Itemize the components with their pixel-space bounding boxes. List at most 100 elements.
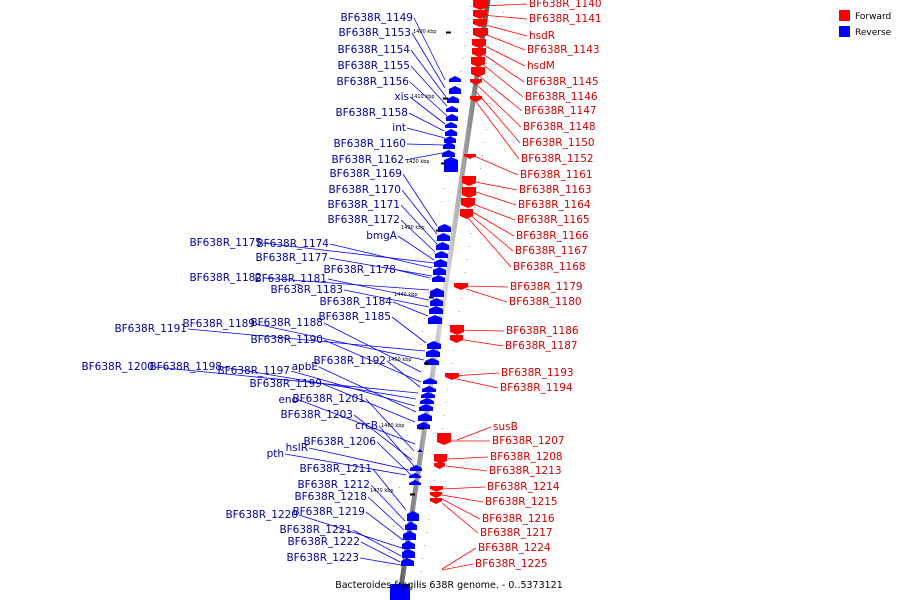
forward-gene-label[interactable]: BF638R_1165 bbox=[517, 214, 590, 226]
reverse-gene-arrow[interactable] bbox=[446, 106, 458, 112]
reverse-gene-label[interactable]: BF638R_1174 bbox=[256, 238, 329, 250]
reverse-gene-label[interactable]: crcB bbox=[355, 420, 378, 432]
reverse-gene-arrow[interactable] bbox=[435, 251, 448, 258]
forward-gene-label[interactable]: BF638R_1187 bbox=[505, 340, 578, 352]
forward-gene-arrow[interactable] bbox=[470, 96, 482, 102]
forward-gene-label[interactable]: BF638R_1180 bbox=[509, 296, 582, 308]
reverse-gene-arrow[interactable] bbox=[403, 531, 416, 540]
forward-gene-label[interactable]: BF638R_1217 bbox=[480, 527, 553, 539]
reverse-gene-arrow[interactable] bbox=[430, 298, 443, 306]
forward-gene-arrow[interactable] bbox=[471, 57, 485, 67]
forward-gene-arrow[interactable] bbox=[454, 283, 468, 290]
forward-gene-label[interactable]: BF638R_1147 bbox=[524, 105, 597, 117]
forward-gene-arrow[interactable] bbox=[430, 486, 443, 492]
reverse-gene-arrow[interactable] bbox=[449, 76, 461, 82]
reverse-gene-arrow[interactable] bbox=[422, 386, 436, 392]
forward-gene-label[interactable]: BF638R_1179 bbox=[510, 281, 583, 293]
reverse-gene-arrow[interactable] bbox=[410, 465, 422, 471]
reverse-gene-label[interactable]: BF638R_1172 bbox=[327, 214, 400, 226]
reverse-gene-arrow[interactable] bbox=[447, 96, 459, 103]
reverse-gene-arrow[interactable] bbox=[436, 242, 449, 250]
forward-gene-label[interactable]: BF638R_1215 bbox=[485, 496, 558, 508]
forward-gene-label[interactable]: BF638R_1145 bbox=[526, 76, 599, 88]
forward-gene-label[interactable]: susB bbox=[493, 421, 518, 433]
reverse-gene-label[interactable]: apbE bbox=[292, 361, 318, 373]
reverse-gene-arrow[interactable] bbox=[443, 142, 455, 149]
reverse-gene-label[interactable]: BF638R_1162 bbox=[331, 154, 404, 166]
reverse-gene-arrow[interactable] bbox=[402, 541, 415, 549]
forward-gene-arrow[interactable] bbox=[473, 19, 487, 27]
reverse-gene-label[interactable]: int bbox=[392, 122, 406, 134]
forward-gene-arrow[interactable] bbox=[462, 187, 476, 198]
reverse-gene-arrow[interactable] bbox=[432, 275, 445, 282]
reverse-gene-arrow[interactable] bbox=[446, 114, 458, 121]
forward-gene-label[interactable]: BF638R_1143 bbox=[527, 44, 600, 56]
forward-gene-label[interactable]: BF638R_1194 bbox=[500, 382, 573, 394]
reverse-gene-arrow[interactable] bbox=[426, 349, 440, 357]
reverse-gene-arrow[interactable] bbox=[445, 122, 457, 128]
forward-gene-arrow[interactable] bbox=[461, 198, 475, 208]
reverse-gene-label[interactable]: BF638R_1178 bbox=[323, 264, 396, 276]
forward-gene-arrow[interactable] bbox=[434, 454, 447, 464]
reverse-gene-label[interactable]: BF638R_1149 bbox=[340, 12, 413, 24]
reverse-gene-arrow[interactable] bbox=[409, 480, 421, 485]
forward-gene-label[interactable]: BF638R_1216 bbox=[482, 513, 555, 525]
forward-gene-label[interactable]: BF638R_1193 bbox=[501, 367, 574, 379]
forward-gene-arrow[interactable] bbox=[473, 28, 488, 38]
reverse-gene-arrow[interactable] bbox=[428, 315, 442, 324]
reverse-gene-label[interactable]: BF638R_1184 bbox=[319, 296, 392, 308]
reverse-gene-label[interactable]: BF638R_1191 bbox=[114, 323, 187, 335]
forward-gene-arrow[interactable] bbox=[470, 79, 482, 85]
reverse-gene-arrow[interactable] bbox=[444, 136, 456, 143]
reverse-gene-arrow[interactable] bbox=[429, 306, 443, 314]
reverse-gene-label[interactable]: BF638R_1156 bbox=[336, 76, 409, 88]
forward-gene-label[interactable]: BF638R_1148 bbox=[523, 121, 596, 133]
forward-gene-label[interactable]: BF638R_1141 bbox=[529, 13, 602, 25]
reverse-gene-label[interactable]: BF638R_1185 bbox=[318, 311, 391, 323]
reverse-gene-arrow[interactable] bbox=[444, 157, 458, 172]
reverse-gene-label[interactable]: BF638R_1199 bbox=[249, 378, 322, 390]
reverse-gene-label[interactable]: BF638R_1188 bbox=[250, 317, 323, 329]
reverse-gene-label[interactable]: BF638R_1203 bbox=[280, 409, 353, 421]
forward-gene-label[interactable]: BF638R_1166 bbox=[516, 230, 589, 242]
reverse-gene-label[interactable]: BF638R_1158 bbox=[335, 107, 408, 119]
reverse-gene-label[interactable]: BF638R_1197 bbox=[217, 365, 290, 377]
forward-gene-label[interactable]: BF638R_1164 bbox=[518, 199, 591, 211]
forward-gene-arrow[interactable] bbox=[462, 176, 476, 186]
reverse-gene-arrow[interactable] bbox=[417, 422, 430, 429]
forward-gene-label[interactable]: BF638R_1225 bbox=[475, 558, 548, 570]
reverse-gene-label[interactable]: hslR bbox=[286, 442, 308, 454]
reverse-gene-arrow[interactable] bbox=[407, 511, 419, 521]
forward-gene-arrow[interactable] bbox=[430, 498, 442, 504]
forward-gene-arrow[interactable] bbox=[450, 335, 463, 343]
forward-gene-label[interactable]: BF638R_1150 bbox=[522, 137, 595, 149]
reverse-gene-label[interactable]: BF638R_1206 bbox=[303, 436, 376, 448]
reverse-gene-arrow[interactable] bbox=[430, 288, 444, 297]
forward-gene-label[interactable]: BF638R_1167 bbox=[515, 245, 588, 257]
reverse-gene-label[interactable]: BF638R_1153 bbox=[338, 27, 411, 39]
reverse-gene-label[interactable]: BF638R_1211 bbox=[299, 463, 372, 475]
forward-gene-arrow[interactable] bbox=[473, 10, 487, 19]
forward-gene-label[interactable]: BF638R_1161 bbox=[520, 169, 593, 181]
reverse-gene-arrow[interactable] bbox=[433, 267, 446, 275]
reverse-gene-label[interactable]: pth bbox=[267, 448, 284, 460]
reverse-gene-arrow[interactable] bbox=[409, 473, 421, 478]
reverse-gene-label[interactable]: BF638R_1155 bbox=[337, 60, 410, 72]
reverse-gene-label[interactable]: BF638R_1175 bbox=[189, 237, 262, 249]
forward-gene-arrow[interactable] bbox=[473, 0, 488, 10]
reverse-gene-arrow[interactable] bbox=[442, 150, 455, 157]
reverse-gene-label[interactable]: BF638R_1183 bbox=[270, 284, 343, 296]
reverse-gene-arrow[interactable] bbox=[401, 558, 414, 566]
reverse-gene-arrow[interactable] bbox=[418, 413, 432, 421]
reverse-gene-label[interactable]: BF638R_1177 bbox=[255, 252, 328, 264]
forward-gene-arrow[interactable] bbox=[437, 433, 451, 445]
reverse-gene-arrow[interactable] bbox=[420, 398, 434, 404]
reverse-gene-label[interactable]: BF638R_1221 bbox=[279, 524, 352, 536]
reverse-gene-label[interactable]: BF638R_1182 bbox=[189, 272, 262, 284]
reverse-gene-label[interactable]: BF638R_1220 bbox=[225, 509, 298, 521]
forward-gene-label[interactable]: BF638R_1163 bbox=[519, 184, 592, 196]
reverse-gene-arrow[interactable] bbox=[438, 224, 451, 232]
reverse-gene-label[interactable]: BF638R_1190 bbox=[250, 334, 323, 346]
reverse-gene-label[interactable]: BF638R_1181 bbox=[254, 273, 327, 285]
forward-gene-arrow[interactable] bbox=[471, 67, 485, 77]
